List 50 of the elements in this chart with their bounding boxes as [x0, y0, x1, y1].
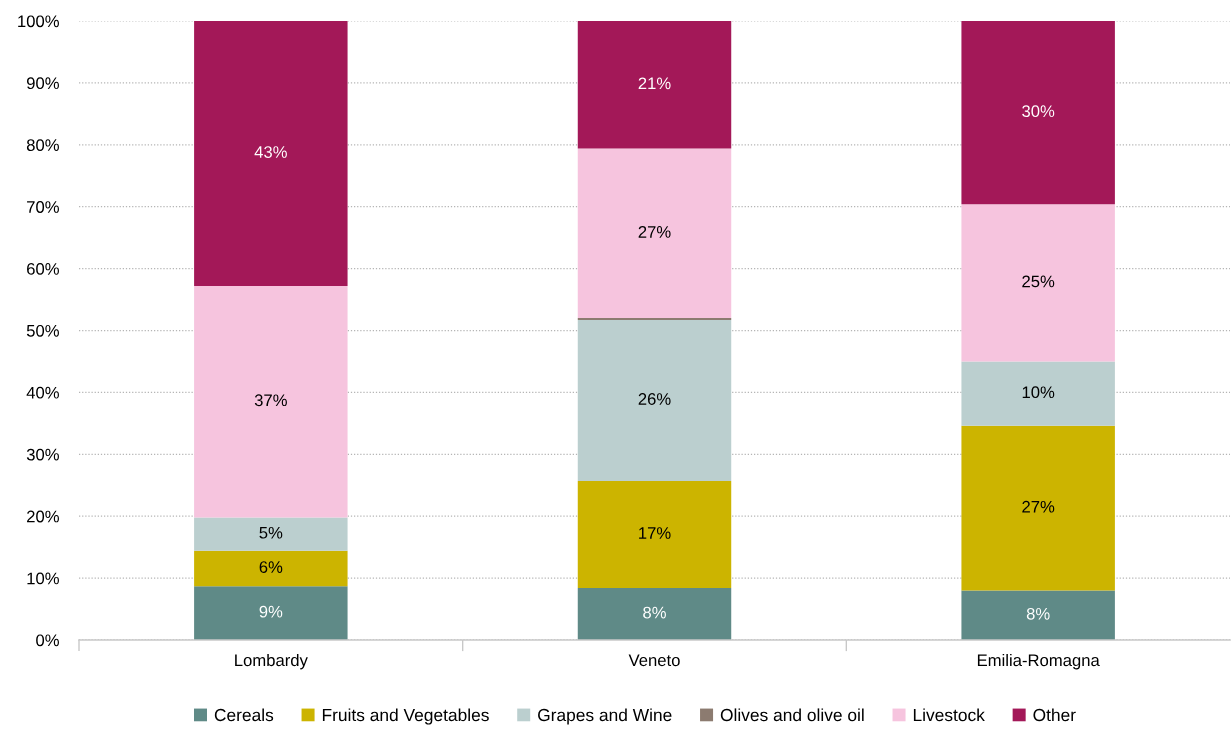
- y-tick-label: 90%: [26, 77, 59, 90]
- bar: [577, 588, 732, 640]
- data-label: 8%: [643, 606, 666, 619]
- y-tick-label: 40%: [26, 386, 59, 399]
- y-tick-label: 30%: [26, 448, 59, 461]
- y-tick-label: 50%: [26, 324, 59, 337]
- data-label: 25%: [1022, 275, 1055, 288]
- x-tick-label: Lombardy: [235, 653, 308, 670]
- bar: [961, 204, 1115, 362]
- legend-label: Olives and olive oil: [720, 708, 864, 722]
- data-label: 27%: [1022, 500, 1055, 513]
- data-label: 17%: [639, 527, 671, 539]
- data-label: 21%: [638, 77, 671, 90]
- data-label: 43%: [254, 146, 287, 158]
- bar: [961, 21, 1115, 205]
- bar: [961, 590, 1115, 640]
- bar: [194, 285, 348, 518]
- bar: [194, 550, 348, 587]
- bar: [577, 319, 732, 481]
- y-tick-label: 70%: [27, 201, 59, 213]
- y-tick-label: 80%: [26, 139, 59, 151]
- y-tick-label: 20%: [27, 510, 59, 523]
- bar: [577, 480, 732, 588]
- y-tick-label: 10%: [27, 572, 59, 585]
- data-label: 26%: [638, 393, 671, 405]
- data-label: 27%: [638, 225, 671, 238]
- bar: [961, 361, 1115, 426]
- x-tick-label: Veneto: [628, 654, 680, 667]
- legend-label: Livestock: [913, 708, 985, 722]
- legend-label: Cereals: [214, 708, 274, 722]
- legend-label: Fruits and Vegetables: [322, 708, 489, 725]
- y-tick-label: 0%: [36, 634, 59, 647]
- bar: [194, 517, 348, 551]
- bar: [577, 148, 732, 319]
- data-label: 10%: [1022, 386, 1055, 399]
- data-label: 37%: [254, 394, 287, 407]
- data-label: 5%: [259, 526, 283, 539]
- data-label: 8%: [1026, 607, 1050, 620]
- bar: [194, 586, 348, 640]
- legend-label: Grapes and Wine: [538, 708, 672, 725]
- bar: [577, 21, 732, 149]
- y-tick-label: 100%: [18, 15, 59, 28]
- y-tick-label: 60%: [27, 263, 59, 275]
- legend-label: Other: [1033, 708, 1076, 722]
- bar: [961, 425, 1115, 591]
- x-tick-label: Emilia-Romagna: [977, 653, 1100, 670]
- data-label: 6%: [259, 561, 283, 573]
- data-label: 9%: [259, 605, 283, 618]
- bar: [194, 21, 348, 286]
- data-label: 30%: [1022, 105, 1055, 118]
